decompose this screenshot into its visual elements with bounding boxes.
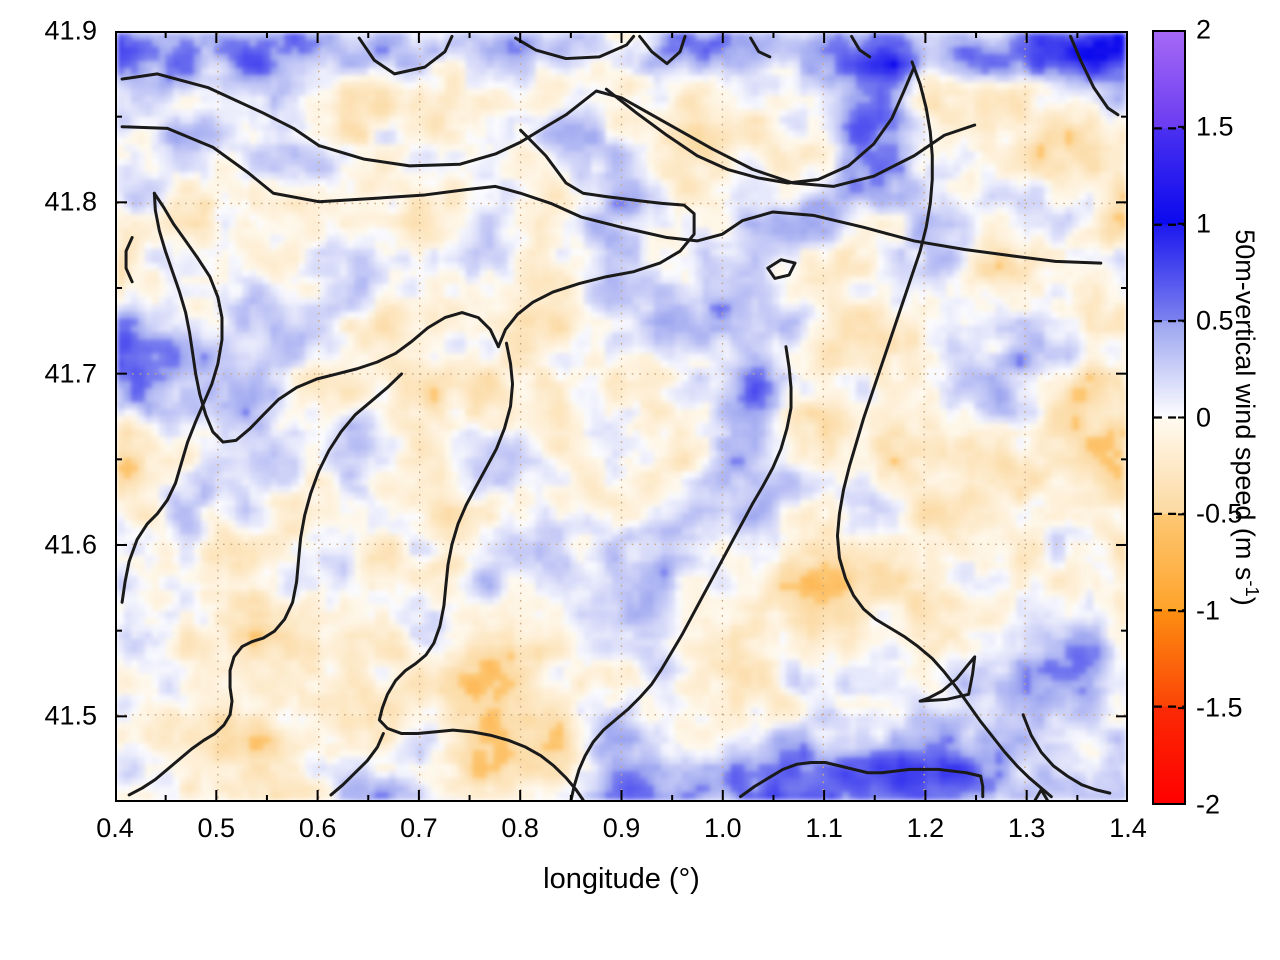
x-axis-title: longitude (°) [543, 863, 700, 895]
x-tick-label: 1.2 [906, 813, 945, 843]
contour-line [1021, 713, 1112, 795]
x-tick-label: 0.5 [197, 813, 236, 843]
contour-line [1069, 34, 1120, 117]
x-tick-label: 0.6 [298, 813, 337, 843]
x-tick-label: 0.4 [96, 813, 134, 843]
contour-line [120, 125, 1103, 265]
colorbar-tick-label: -1 [1196, 595, 1221, 626]
contour-line [749, 36, 772, 59]
terrain-contour-lines [120, 34, 1120, 800]
y-tick-label: 41.9 [44, 15, 97, 46]
colorbar-title-prefix: 50m-vertical wind speed (m s [1230, 229, 1260, 581]
y-tick-label: 41.7 [44, 358, 97, 389]
grid-lines [117, 33, 1126, 800]
contour-line [1033, 788, 1049, 800]
colorbar-title-suffix: ) [1230, 596, 1260, 606]
colorbar-title: 50m-vertical wind speed (m s-1) [1225, 30, 1265, 805]
colorbar-level-separators [1154, 127, 1184, 708]
contour-line [569, 345, 793, 800]
x-tick-label: 1.3 [1007, 813, 1046, 843]
colorbar-tick-label: 0 [1196, 402, 1212, 432]
colorbar-tick-label: 2 [1196, 14, 1212, 45]
contour-line [638, 34, 687, 66]
contour-line [739, 761, 983, 799]
y-tick-label: 41.8 [44, 186, 97, 217]
colorbar-tick-label: -0.5 [1196, 498, 1243, 529]
y-tick-label: 41.5 [44, 700, 97, 731]
contour-line [120, 191, 224, 604]
colorbar-tick-label: -1.5 [1196, 692, 1243, 723]
vertical-wind-speed-field [117, 33, 1126, 800]
contour-line [514, 34, 636, 61]
x-tick-label: 1.1 [805, 813, 843, 843]
contour-line [918, 655, 977, 703]
contour-line [766, 258, 797, 280]
y-tick-label: 41.6 [44, 529, 97, 560]
x-tick-label: 0.8 [501, 813, 539, 843]
contour-line [120, 72, 977, 188]
contour-line [835, 60, 1053, 799]
contour-line [127, 372, 404, 797]
contour-line [850, 34, 872, 59]
contour-line [604, 65, 916, 185]
x-tick-label: 0.7 [400, 813, 438, 843]
x-tick-label: 0.9 [602, 813, 641, 843]
contour-line [329, 732, 385, 797]
colorbar-tick-label: 1 [1196, 208, 1212, 239]
contour-line [357, 34, 454, 76]
contour-line [377, 341, 585, 800]
colorbar-tick-label: -2 [1196, 789, 1221, 820]
heatmap-plot-area [115, 31, 1128, 802]
colorbar-tick-label: 0.5 [1196, 305, 1234, 336]
contour-line [979, 774, 985, 799]
contour-line [124, 236, 134, 284]
x-tick-label: 1.0 [704, 813, 742, 843]
contour-line [152, 191, 500, 444]
x-tick-label: 1.4 [1109, 813, 1147, 843]
colorbar [1152, 30, 1186, 805]
colorbar-tick-label: 1.5 [1196, 111, 1234, 142]
colorbar-title-exponent: -1 [1242, 580, 1263, 597]
contour-line [496, 128, 696, 349]
